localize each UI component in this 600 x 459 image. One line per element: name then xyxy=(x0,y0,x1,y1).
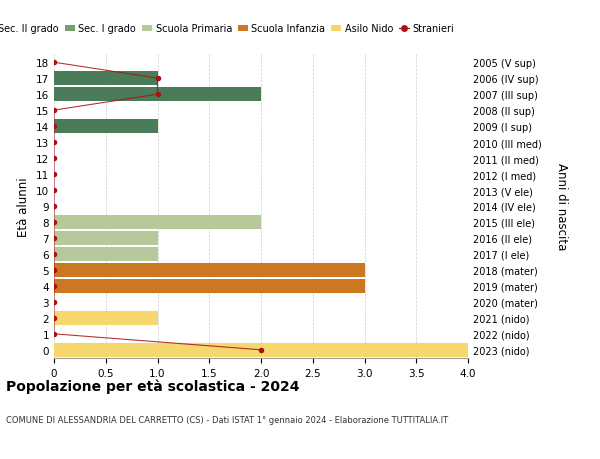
Bar xyxy=(54,72,157,86)
Bar xyxy=(54,232,157,245)
Bar xyxy=(54,343,468,357)
Y-axis label: Età alunni: Età alunni xyxy=(17,177,31,236)
Text: COMUNE DI ALESSANDRIA DEL CARRETTO (CS) - Dati ISTAT 1° gennaio 2024 - Elaborazi: COMUNE DI ALESSANDRIA DEL CARRETTO (CS) … xyxy=(6,415,448,425)
Bar xyxy=(54,263,365,277)
Bar xyxy=(54,280,365,293)
Text: Popolazione per età scolastica - 2024: Popolazione per età scolastica - 2024 xyxy=(6,379,299,393)
Bar xyxy=(54,88,261,102)
Y-axis label: Anni di nascita: Anni di nascita xyxy=(556,163,569,250)
Legend: Sec. II grado, Sec. I grado, Scuola Primaria, Scuola Infanzia, Asilo Nido, Stran: Sec. II grado, Sec. I grado, Scuola Prim… xyxy=(0,21,458,38)
Bar xyxy=(54,247,157,261)
Bar xyxy=(54,120,157,134)
Bar xyxy=(54,216,261,229)
Bar xyxy=(54,311,157,325)
